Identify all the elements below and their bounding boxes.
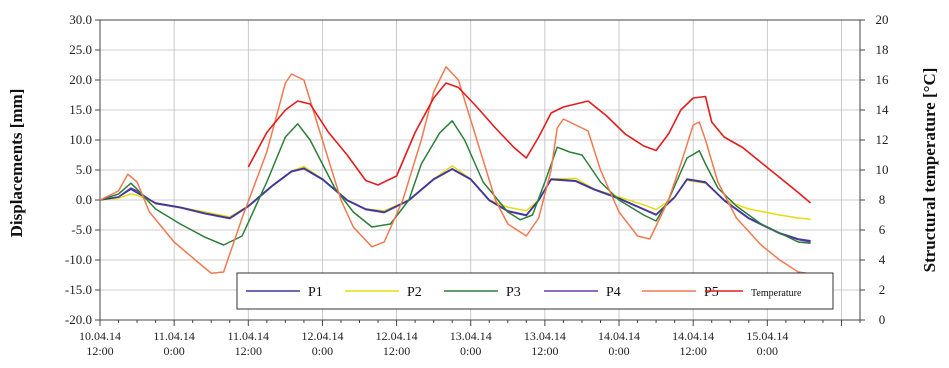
y2-tick-label: 2 xyxy=(879,282,886,297)
series-line-p4 xyxy=(99,168,811,243)
series-line-temperature xyxy=(247,82,812,204)
y2-tick-label: 4 xyxy=(879,252,886,267)
series-line-p3 xyxy=(99,120,811,246)
x-tick-label-date: 13.04.14 xyxy=(524,329,566,343)
y2-tick-label: 10 xyxy=(876,162,889,177)
y2-tick-label: 16 xyxy=(876,72,890,87)
x-tick-label-time: 12:00 xyxy=(531,344,558,358)
y2-tick-label: 0 xyxy=(879,312,886,327)
legend-label-temperature: Temperature xyxy=(751,288,802,299)
series-line-p5 xyxy=(99,66,811,275)
y-tick-label: 10.0 xyxy=(69,132,92,147)
x-tick-label-time: 12:00 xyxy=(679,344,706,358)
y2-tick-label: 20 xyxy=(876,12,889,27)
y-tick-label: 20.0 xyxy=(69,72,92,87)
legend-label-p4: P4 xyxy=(606,285,621,300)
y-tick-label: 5.0 xyxy=(76,162,92,177)
x-tick-label-time: 0:00 xyxy=(460,344,481,358)
y2-tick-label: 18 xyxy=(876,42,889,57)
x-tick-label-date: 12.04.14 xyxy=(301,329,343,343)
y-tick-label: 25.0 xyxy=(69,42,92,57)
x-axis: 10.04.1412:0011.04.140:0011.04.1412:0012… xyxy=(79,320,861,358)
x-tick-label-date: 11.04.14 xyxy=(153,329,195,343)
grid xyxy=(100,20,860,320)
y-tick-label: 0.0 xyxy=(76,192,92,207)
x-tick-label-time: 0:00 xyxy=(312,344,333,358)
x-tick-label-date: 10.04.14 xyxy=(79,329,121,343)
x-tick-label-date: 15.04.14 xyxy=(746,329,788,343)
y2-tick-label: 12 xyxy=(876,132,889,147)
y-tick-label: 15.0 xyxy=(69,102,92,117)
y-tick-label: -20.0 xyxy=(65,312,92,327)
x-tick-label-date: 11.04.14 xyxy=(228,329,270,343)
legend-label-p1: P1 xyxy=(308,285,323,300)
y-tick-label: 30.0 xyxy=(69,12,92,27)
y-tick-label: -5.0 xyxy=(71,222,92,237)
x-tick-label-date: 12.04.14 xyxy=(376,329,418,343)
y-axis-left: 30.0 25.0 20.0 15.0 10.0 5.0 0.0 -5.0 -10.0 -15.0… xyxy=(65,12,100,327)
y2-axis-label: Structural temperature [°C] xyxy=(920,68,939,273)
x-tick-label-time: 12:00 xyxy=(235,344,262,358)
y2-tick-label: 6 xyxy=(879,222,886,237)
y2-tick-label: 14 xyxy=(876,102,890,117)
legend-label-p3: P3 xyxy=(506,285,521,300)
x-tick-label-time: 12:00 xyxy=(383,344,410,358)
x-tick-label-time: 0:00 xyxy=(608,344,629,358)
legend-label-p2: P2 xyxy=(407,285,422,300)
x-tick-label-time: 0:00 xyxy=(163,344,184,358)
y-tick-label: -15.0 xyxy=(65,282,92,297)
legend-label-p5: P5 xyxy=(704,285,719,300)
y-tick-label: -10.0 xyxy=(65,252,92,267)
y2-tick-label: 8 xyxy=(879,192,886,207)
series-line-p2 xyxy=(99,165,811,220)
x-tick-label-time: 12:00 xyxy=(86,344,113,358)
series-group xyxy=(99,66,812,275)
y-axis-label: Displacements [mm] xyxy=(7,89,26,238)
legend: P1 P2 P3 P4 P5 Temperature xyxy=(236,272,834,310)
x-tick-label-date: 13.04.14 xyxy=(450,329,492,343)
series-line-p1 xyxy=(99,167,811,242)
legend-box xyxy=(236,272,834,310)
x-tick-label-date: 14.04.14 xyxy=(598,329,640,343)
x-tick-label-date: 14.04.14 xyxy=(672,329,714,343)
x-tick-label-time: 0:00 xyxy=(757,344,778,358)
